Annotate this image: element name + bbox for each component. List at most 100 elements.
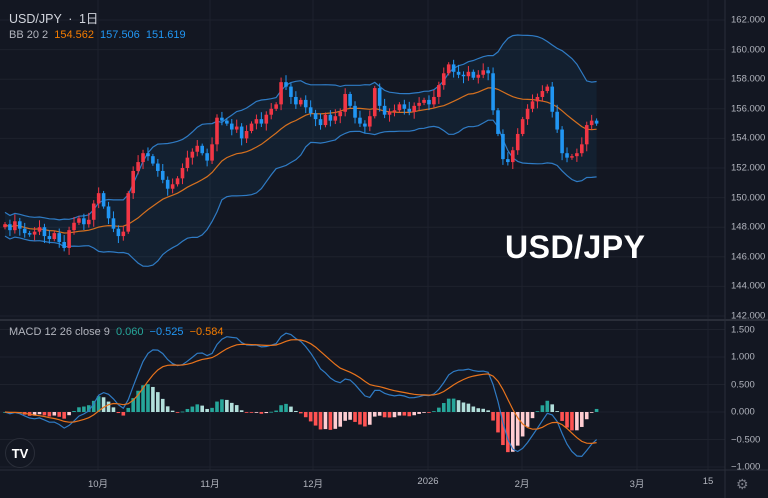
candle-body: [560, 129, 564, 154]
candle-body: [116, 228, 121, 237]
candle-body: [141, 153, 145, 163]
macd-histogram-bar: [289, 406, 293, 412]
time-tick-label: 12月: [302, 479, 324, 490]
macd-histogram-bar: [151, 386, 155, 412]
macd-histogram-bar: [82, 406, 86, 412]
price-tick-label: 144.000: [731, 280, 766, 292]
candle-body: [372, 88, 377, 117]
candle-body: [42, 227, 47, 237]
macd-histogram-bar: [47, 412, 52, 417]
macd-histogram-bar: [72, 411, 76, 412]
candle-body: [580, 144, 584, 154]
macd-histogram-bar: [486, 410, 490, 412]
candle-body: [151, 156, 155, 164]
macd-histogram-bar: [269, 411, 274, 413]
gear-icon[interactable]: ⚙: [736, 476, 749, 492]
candle-body: [190, 151, 195, 158]
macd-histogram-bar: [67, 412, 71, 416]
candle-body: [82, 218, 86, 225]
macd-histogram-bar: [481, 408, 486, 412]
macd-histogram-bar: [318, 412, 323, 430]
candle-body: [47, 236, 52, 240]
candle-body: [13, 221, 17, 231]
macd-histogram-bar: [372, 412, 377, 417]
bb-lower-value: 151.619: [145, 29, 186, 41]
macd-histogram-bar: [510, 412, 515, 452]
macd-tick-label: −0.500: [731, 434, 761, 445]
candle-body: [496, 110, 500, 134]
time-tick-label: 2月: [514, 479, 530, 490]
macd-histogram-bar: [535, 411, 540, 412]
tradingview-logo[interactable]: TV: [5, 438, 35, 468]
candle-body: [540, 91, 545, 97]
candle-body: [451, 64, 456, 72]
macd-histogram-bar: [274, 410, 278, 412]
candle-body: [520, 119, 525, 134]
bb-legend[interactable]: BB 20 2 154.562 157.506 151.619: [9, 29, 189, 41]
candle-body: [299, 99, 303, 105]
price-tick-label: 150.000: [731, 192, 766, 204]
candle-body: [220, 117, 224, 121]
interval: 1日: [78, 12, 99, 26]
macd-histogram-bar: [313, 412, 318, 426]
macd-histogram-bar: [525, 412, 530, 427]
candle-body: [200, 145, 204, 154]
candle-body: [67, 230, 71, 248]
macd-histogram-bar: [126, 407, 131, 412]
macd-histogram-bar: [515, 412, 520, 446]
candle-body: [363, 123, 367, 127]
macd-histogram-bar: [225, 399, 229, 412]
candle-body: [239, 126, 244, 139]
candle-body: [387, 111, 392, 115]
symbol-name: USD/JPY: [9, 12, 62, 26]
candle-body: [195, 145, 200, 152]
candle-body: [62, 242, 66, 248]
macd-histogram-bar: [200, 405, 204, 412]
candle-body: [555, 111, 559, 130]
time-tick-label: 11月: [200, 479, 220, 490]
macd-histogram-bar: [550, 404, 555, 412]
candle-body: [244, 131, 249, 139]
macd-histogram-bar: [141, 385, 145, 412]
candle-body: [52, 233, 57, 240]
macd-tick-label: 0.000: [731, 406, 755, 418]
candle-body: [392, 110, 397, 112]
symbol-legend[interactable]: USD/JPY · 1日: [9, 8, 101, 27]
candle-body: [126, 193, 131, 232]
candle-body: [328, 114, 333, 121]
candle-body: [471, 71, 476, 78]
candle-body: [456, 71, 461, 75]
candle-body: [77, 218, 81, 223]
candle-body: [422, 99, 426, 103]
price-tick-label: 156.000: [731, 103, 766, 115]
candle-body: [136, 162, 140, 171]
candle-body: [249, 123, 254, 131]
macd-histogram-bar: [328, 412, 333, 430]
price-tick-label: 160.000: [731, 44, 766, 56]
macd-histogram-bar: [506, 412, 510, 453]
macd-histogram-bar: [175, 412, 180, 413]
candle-body: [160, 170, 165, 180]
candle-body: [515, 133, 520, 151]
candle-body: [525, 108, 530, 120]
macd-histogram-bar: [299, 412, 303, 414]
macd-histogram-bar: [170, 410, 175, 412]
macd-histogram-bar: [57, 412, 62, 417]
macd-histogram-bar: [353, 412, 357, 422]
candle-body: [368, 116, 372, 127]
macd-legend[interactable]: MACD 12 26 close 9 0.060 −0.525 −0.584: [9, 326, 227, 338]
macd-histogram-bar: [239, 410, 244, 412]
time-tick-label: 15: [702, 476, 714, 487]
candle-body: [87, 219, 91, 225]
candle-body: [72, 222, 76, 231]
candle-body: [146, 153, 150, 157]
candle-body: [338, 111, 343, 117]
candle-body: [343, 94, 347, 112]
candle-body: [175, 178, 180, 185]
candle-body: [279, 82, 283, 105]
macd-histogram-bar: [195, 404, 200, 412]
candle-body: [348, 94, 352, 106]
macd-histogram-bar: [338, 412, 343, 427]
candle-body: [461, 74, 466, 77]
